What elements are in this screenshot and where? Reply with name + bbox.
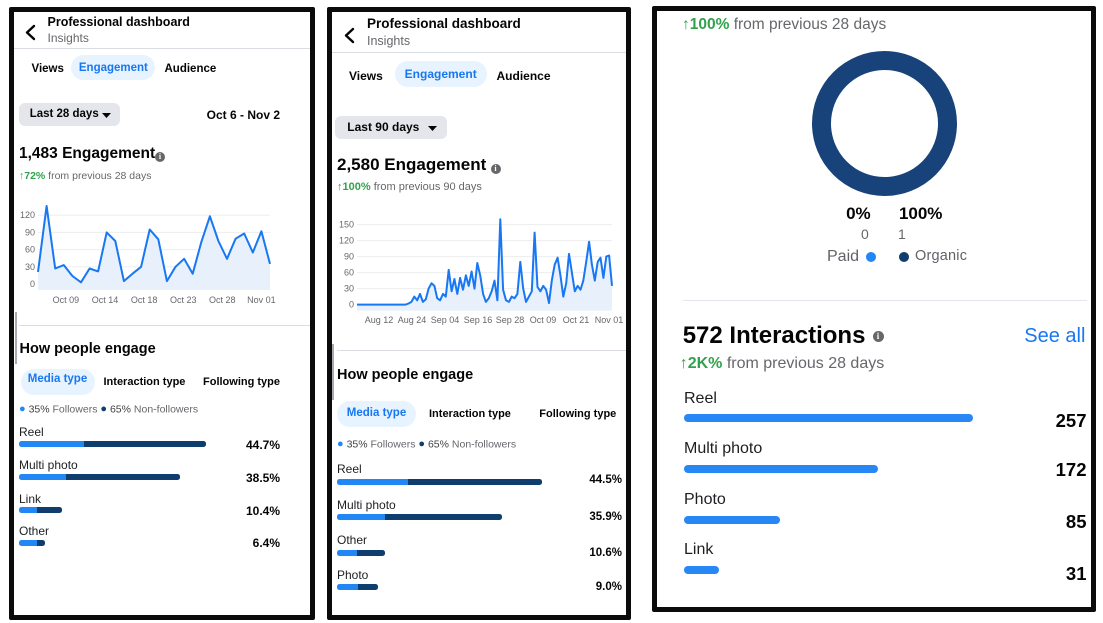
svg-text:Sep 04: Sep 04	[431, 315, 460, 325]
svg-text:90: 90	[25, 227, 35, 237]
svg-text:Nov 01: Nov 01	[595, 315, 624, 325]
svg-text:Oct 09: Oct 09	[53, 295, 80, 305]
svg-text:60: 60	[25, 245, 35, 255]
svg-text:60: 60	[344, 268, 354, 278]
svg-text:90: 90	[344, 252, 354, 262]
svg-text:Oct 23: Oct 23	[170, 295, 197, 305]
svg-text:Oct 21: Oct 21	[563, 315, 590, 325]
svg-text:Nov 01: Nov 01	[247, 295, 276, 305]
svg-text:Aug 12: Aug 12	[365, 315, 394, 325]
svg-text:Aug 24: Aug 24	[398, 315, 427, 325]
svg-text:120: 120	[20, 210, 35, 220]
svg-text:150: 150	[339, 220, 354, 230]
svg-text:Oct 14: Oct 14	[92, 295, 119, 305]
svg-text:0: 0	[349, 300, 354, 310]
svg-text:30: 30	[25, 262, 35, 272]
svg-text:Sep 16: Sep 16	[464, 315, 493, 325]
svg-text:Oct 28: Oct 28	[209, 295, 236, 305]
svg-text:Sep 28: Sep 28	[496, 315, 525, 325]
svg-text:30: 30	[344, 284, 354, 294]
svg-text:0: 0	[30, 279, 35, 289]
svg-text:Oct 09: Oct 09	[530, 315, 557, 325]
svg-text:Oct 18: Oct 18	[131, 295, 158, 305]
svg-text:120: 120	[339, 236, 354, 246]
